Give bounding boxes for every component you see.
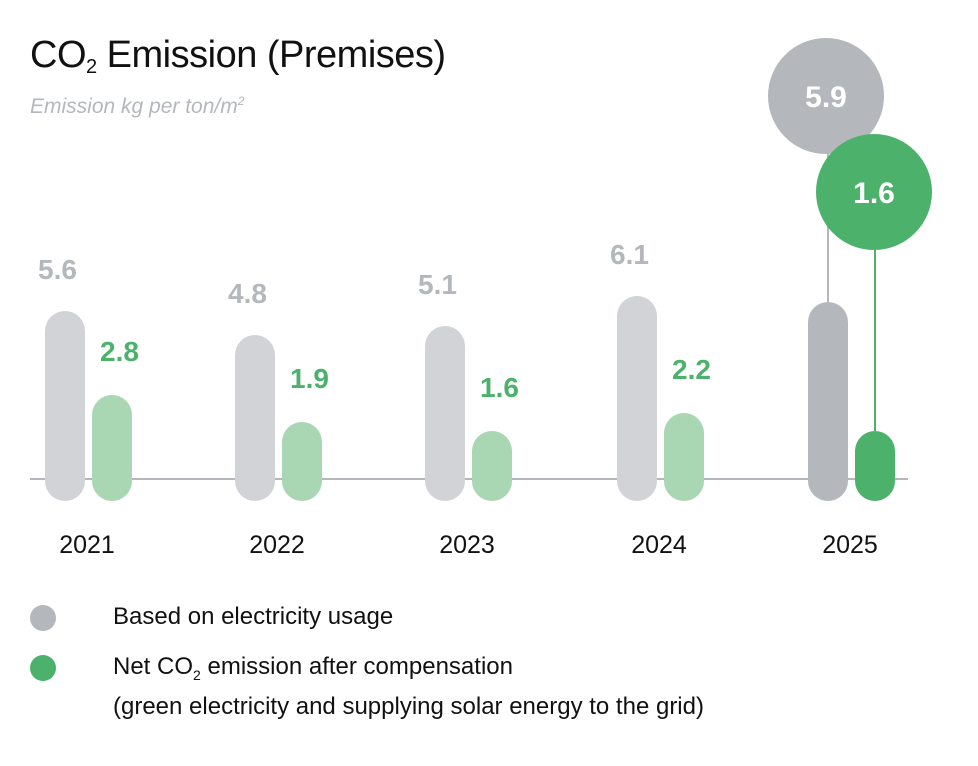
chart-title: CO2 Emission (Premises) [30, 34, 446, 79]
bar-net-2024 [664, 413, 704, 501]
bubble-gross-2025 [768, 38, 884, 154]
bar-gross-2023 [425, 326, 465, 501]
bar-net-2025 [855, 431, 895, 501]
x-tick-label-2024: 2024 [631, 531, 687, 559]
legend-gray-dot-icon [30, 605, 56, 631]
title-text: CO [30, 34, 87, 76]
x-tick-label-2021: 2021 [59, 531, 115, 559]
value-label-net-2023: 1.6 [480, 372, 519, 403]
value-label-gross-2025: 5.9 [805, 81, 847, 114]
value-label-net-2024: 2.2 [672, 354, 711, 385]
subtitle-text: Emission kg per ton/m [30, 95, 238, 118]
chart-subtitle: Emission kg per ton/m2 [30, 94, 244, 119]
x-tick-label-2023: 2023 [439, 531, 495, 559]
bar-gross-2021 [45, 311, 85, 501]
value-label-gross-2024: 6.1 [610, 239, 649, 270]
legend-net-text: Net CO [113, 653, 194, 680]
value-label-gross-2022: 4.8 [228, 278, 267, 309]
legend-green-dot-icon [30, 655, 56, 681]
bubble-net-2025 [816, 134, 932, 250]
bar-net-2021 [92, 395, 132, 501]
value-label-net-2021: 2.8 [100, 336, 139, 367]
legend-label-net: Net CO2 emission after compensation (gree… [113, 651, 704, 722]
legend-net-text-rest: emission after compensation [200, 653, 513, 680]
bar-chart: 5.6 2.8 2021 4.8 1.9 2022 5.1 1.6 2023 6.1 2.2 2024… [30, 38, 932, 559]
x-tick-label-2025: 2025 [822, 531, 878, 559]
legend-item-net: Net CO2 emission after compensation (gree… [30, 653, 704, 720]
bar-gross-2025 [808, 302, 848, 501]
legend-label-gross: Based on electricity usage [113, 603, 394, 630]
value-label-gross-2021: 5.6 [38, 254, 77, 285]
bar-gross-2022 [235, 335, 275, 501]
value-label-net-2022: 1.9 [290, 363, 329, 394]
bar-net-2022 [282, 422, 322, 501]
bar-gross-2024 [617, 296, 657, 501]
value-label-gross-2023: 5.1 [418, 269, 457, 300]
title-subscript: 2 [86, 56, 97, 78]
legend-net-text-line2: (green electricity and supplying solar e… [113, 692, 704, 720]
title-text-rest: Emission (Premises) [96, 34, 446, 76]
legend-item-gross: Based on electricity usage [30, 603, 393, 631]
legend-net-subscript: 2 [193, 666, 201, 683]
value-label-net-2025: 1.6 [853, 177, 895, 210]
subtitle-superscript: 2 [237, 94, 245, 108]
x-tick-label-2022: 2022 [249, 531, 305, 559]
bar-net-2023 [472, 431, 512, 501]
